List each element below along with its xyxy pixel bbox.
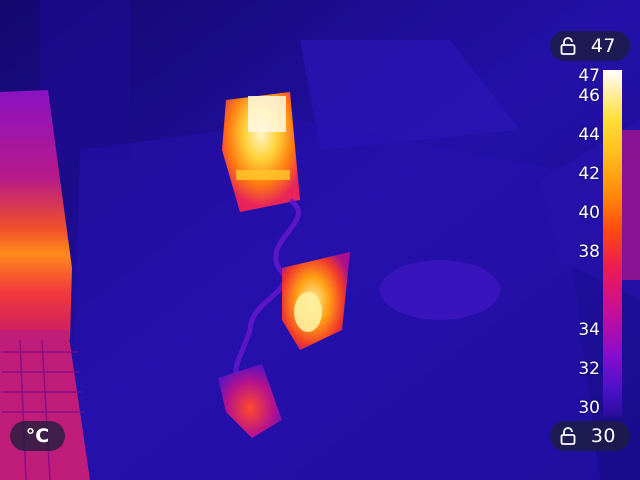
lock-icon (559, 36, 577, 56)
scale-tick-label: 30 (578, 398, 600, 418)
temperature-color-scale (603, 70, 622, 417)
max-temperature-lock-button[interactable]: 47 (550, 31, 630, 61)
scale-tick-label: 42 (578, 163, 600, 184)
temperature-scale-labels: 47 46 44 42 40 38 34 32 30 (560, 0, 600, 480)
scale-tick-label: 44 (578, 124, 600, 145)
temperature-unit-label: °C (25, 425, 50, 447)
scale-tick-label: 32 (578, 358, 600, 379)
scale-tick-label: 47 (578, 66, 600, 86)
scale-tick-label: 34 (578, 319, 600, 340)
min-temperature-lock-button[interactable]: 30 (550, 421, 630, 451)
scale-tick-label: 46 (578, 85, 600, 106)
min-temperature-value: 30 (590, 425, 616, 447)
max-temperature-value: 47 (590, 35, 616, 57)
scale-tick-label: 38 (578, 241, 600, 262)
scale-tick-label: 40 (578, 202, 600, 223)
lock-icon (559, 426, 577, 446)
temperature-unit-button[interactable]: °C (10, 421, 65, 451)
